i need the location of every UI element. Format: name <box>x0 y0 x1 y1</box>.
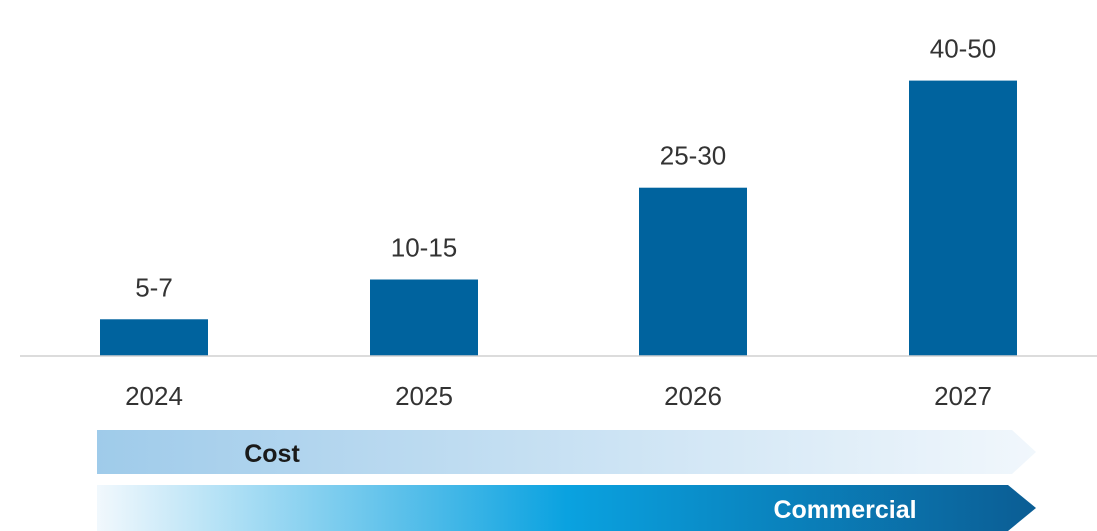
commercial-arrow-shape <box>97 485 1036 531</box>
data-label-2026: 25-30 <box>660 141 727 171</box>
data-labels-group: 5-7 10-15 25-30 40-50 <box>135 34 996 303</box>
x-tick-label-2027: 2027 <box>934 381 992 411</box>
data-label-2024: 5-7 <box>135 272 173 302</box>
cost-arrow-shape <box>97 430 1036 474</box>
x-tick-label-2024: 2024 <box>125 381 183 411</box>
data-label-2027: 40-50 <box>930 34 997 64</box>
bar-2027 <box>909 80 1017 356</box>
commercial-arrow: Commercial <box>97 485 1036 531</box>
x-tick-label-2025: 2025 <box>395 381 453 411</box>
bar-2026 <box>639 187 747 356</box>
bar-2025 <box>370 279 478 356</box>
x-tick-label-2026: 2026 <box>664 381 722 411</box>
cost-arrow-label: Cost <box>244 440 300 468</box>
x-tick-labels-group: 2024 2025 2026 2027 <box>125 381 992 411</box>
commercial-arrow-label: Commercial <box>773 496 916 524</box>
bars-group <box>100 80 1017 356</box>
bar-2024 <box>100 319 208 356</box>
cost-arrow: Cost <box>97 430 1036 474</box>
data-label-2025: 10-15 <box>391 233 458 263</box>
